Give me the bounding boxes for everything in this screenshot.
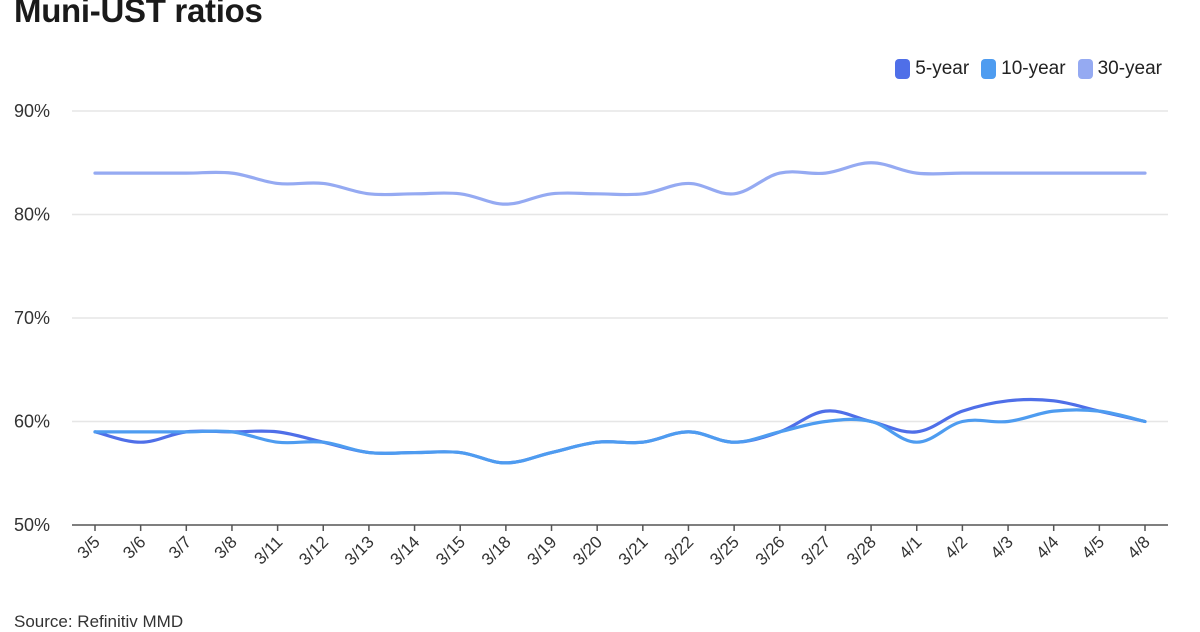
legend-label-10-year: 10-year (1001, 58, 1066, 79)
x-tick-label: 3/15 (432, 532, 469, 569)
x-tick-label: 3/21 (615, 532, 652, 569)
x-tick-label: 3/20 (569, 532, 606, 569)
legend-item-10-year[interactable]: 10-year (981, 58, 1066, 80)
x-tick-label: 3/28 (843, 532, 880, 569)
x-tick-label: 3/6 (119, 532, 149, 562)
x-tick-label: 4/4 (1032, 532, 1062, 562)
x-tick-label: 3/18 (478, 532, 515, 569)
series-line-5-year[interactable] (93, 397, 1147, 465)
axes (72, 524, 1168, 531)
y-tick-label: 50% (14, 515, 50, 535)
x-tick-label: 3/7 (165, 532, 195, 562)
grid-lines (72, 110, 1168, 423)
y-tick-label: 90% (14, 101, 50, 121)
legend-swatch-30-year (1077, 59, 1093, 79)
chart-legend: 5-year 10-year 30-year (895, 58, 1162, 80)
y-tick-label: 60% (14, 412, 50, 432)
legend-label-5-year: 5-year (915, 58, 970, 79)
x-tick-label: 4/8 (1124, 532, 1154, 562)
series-lines (93, 161, 1147, 465)
source-note: Source: Refinitiv MMD (14, 612, 184, 631)
legend-swatch-5-year (895, 59, 911, 79)
legend-label-30-year: 30-year (1097, 58, 1162, 79)
legend-swatch-10-year (981, 59, 997, 79)
chart-title: Muni-UST ratios (14, 0, 263, 29)
y-tick-label: 80% (14, 205, 50, 225)
x-tick-label: 3/8 (211, 532, 241, 562)
series-line-30-year[interactable] (93, 161, 1147, 206)
x-tick-label: 3/11 (250, 532, 286, 568)
x-tick-label: 3/19 (524, 532, 561, 569)
x-tick-label: 3/12 (295, 532, 332, 569)
x-tick-label: 3/14 (387, 532, 424, 569)
x-tick-label: 4/5 (1078, 532, 1108, 562)
x-tick-label: 4/1 (895, 532, 925, 562)
tick-labels: 50%60%70%80%90%3/5 3/6 3/7 3/8 3/11 3/12 3/13 3… (14, 101, 1154, 569)
x-tick-label: 4/3 (987, 532, 1017, 562)
x-tick-label: 3/25 (706, 532, 743, 569)
x-tick-label: 3/5 (74, 532, 104, 562)
series-line-10-year[interactable] (93, 408, 1147, 465)
legend-item-5-year[interactable]: 5-year (895, 58, 969, 80)
x-tick-label: 3/26 (752, 532, 789, 569)
y-tick-label: 70% (14, 308, 50, 328)
x-tick-label: 3/22 (660, 532, 697, 569)
x-tick-label: 4/2 (941, 532, 971, 562)
x-tick-label: 3/27 (797, 532, 834, 569)
x-tick-label: 3/13 (341, 532, 378, 569)
legend-item-30-year[interactable]: 30-year (1077, 58, 1162, 80)
